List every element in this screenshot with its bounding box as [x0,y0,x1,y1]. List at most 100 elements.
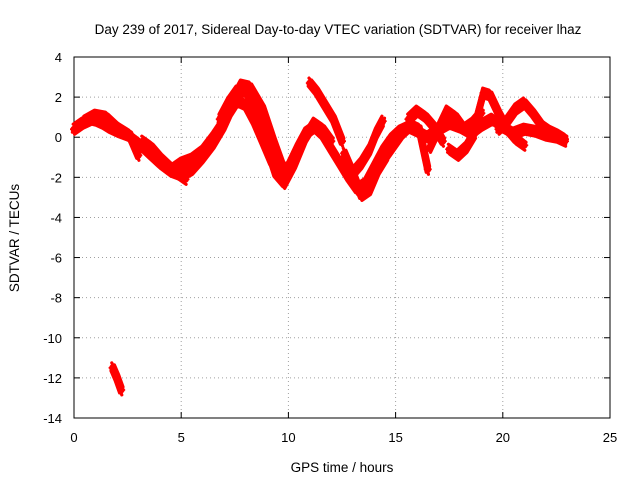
series-track-13 [473,86,529,152]
series-band [217,84,288,168]
series-band [341,146,388,192]
data-point [155,153,164,162]
data-point [224,99,233,108]
series-group [70,76,569,397]
data-point [425,143,434,152]
y-tick-label: -4 [50,210,62,225]
data-point [451,113,460,122]
data-point [187,155,196,164]
data-point [415,125,424,134]
data-point [460,125,469,134]
data-point [434,125,443,134]
y-tick-label: 2 [55,90,62,105]
data-point [338,137,346,146]
data-point [398,129,407,138]
data-point [530,127,539,136]
data-point [445,145,454,154]
series-band [476,96,527,152]
data-point [365,185,374,194]
data-point [468,119,477,128]
data-point [112,373,121,382]
data-point [421,113,430,122]
series-track-7 [305,76,346,148]
data-point [318,125,327,134]
data-point [209,133,218,142]
data-point [389,141,398,150]
series-track-10 [380,118,432,176]
x-tick-label: 20 [496,430,510,445]
data-point [503,117,512,126]
data-point [301,133,310,142]
data-point [108,363,117,372]
series-band [381,126,428,174]
chart-title: Day 239 of 2017, Sidereal Day-to-day VTE… [95,22,582,37]
series-band [111,371,124,397]
series-band [350,114,384,170]
data-point [453,151,462,160]
data-point [340,149,349,158]
data-point [290,159,299,168]
data-point [537,121,546,130]
data-point [372,129,381,138]
data-point [102,113,111,122]
series-track-2 [80,108,143,162]
data-point [327,137,336,146]
data-point [280,179,289,188]
y-tick-label: -14 [43,411,62,426]
data-point [445,119,454,128]
data-point [511,135,520,144]
data-point [112,123,121,132]
series-track-5 [215,84,291,178]
series-track-14 [494,96,569,146]
data-point [357,191,366,200]
data-point [335,159,344,168]
data-point [494,125,503,134]
data-point [215,115,224,124]
series-band [139,137,189,183]
data-point [232,87,241,96]
series-band [427,104,483,144]
data-point [438,137,447,146]
series-track-6 [262,116,336,190]
data-point [262,143,271,152]
data-point [378,117,387,126]
series-track-15 [445,126,479,162]
series-band [308,86,345,148]
data-point [470,129,479,138]
data-point [181,175,190,184]
series-track-16 [108,361,126,397]
data-point [479,89,488,98]
data-point [485,91,494,100]
data-point [70,125,78,134]
data-point [125,131,134,140]
series-band [266,126,334,190]
data-point [168,165,177,174]
data-point [134,151,143,160]
data-point [91,111,100,120]
data-point [413,107,422,116]
data-point [462,143,471,152]
series-track-9 [348,114,387,180]
data-point [252,103,261,112]
data-point [560,135,569,144]
data-point [443,107,452,116]
data-point [374,165,383,174]
data-point [241,101,250,110]
y-tick-label: -6 [50,251,62,266]
data-point [329,115,338,124]
data-point [473,113,482,122]
data-point [520,141,529,150]
ticks: 0 5 10 15 20 25 -14 -12 -10 -8 -6 -4 -2 0 2 4 [43,50,617,445]
data-point [138,137,147,146]
data-point [545,127,554,136]
data-point [494,109,503,118]
data-point [312,87,321,96]
data-point [320,101,329,110]
data-point [528,109,537,118]
x-tick-label: 15 [388,430,402,445]
data-point [187,165,196,174]
y-axis-label: SDTVAR / TECUs [7,184,22,293]
data-point [250,117,259,126]
data-point [365,145,374,154]
data-point [147,143,156,152]
